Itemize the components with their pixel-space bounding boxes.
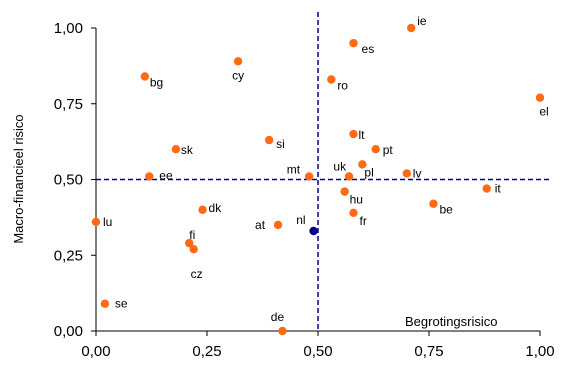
- x-axis-label: Begrotingsrisico: [405, 314, 498, 329]
- point-label-fr: fr: [360, 214, 367, 228]
- point-label-uk: uk: [333, 159, 347, 173]
- data-point-cz: [189, 244, 198, 254]
- data-point-mt: [304, 172, 314, 181]
- point-label-si: si: [276, 137, 285, 151]
- point-label-cy: cy: [232, 68, 244, 82]
- x-tick-label: 0,00: [81, 343, 110, 360]
- ticks: 0,00 0,25 0,50 0,75 1,00 0,00 0,25 0,50 0,75 1,00: [54, 20, 555, 360]
- data-point-fi: [185, 238, 194, 248]
- data-point-es: [349, 38, 358, 48]
- point-label-ee: ee: [159, 168, 173, 182]
- data-point-lu: [91, 217, 101, 227]
- data-point-de: [278, 326, 287, 336]
- data-point-lv: [402, 169, 411, 178]
- data-point-cy: [233, 57, 243, 66]
- data-point-hu: [340, 187, 349, 196]
- point-label-ie: ie: [417, 14, 427, 28]
- data-point-si: [264, 135, 274, 145]
- point-label-pl: pl: [364, 165, 373, 179]
- data-point-nl: [309, 226, 318, 236]
- point-labels: ie es cy bg ro el lt si pt sk pl uk mt lv ee it hu be dk fr…: [103, 14, 549, 324]
- data-point-at: [273, 220, 283, 230]
- point-label-cz: cz: [191, 267, 203, 281]
- data-point-ie: [407, 23, 416, 33]
- x-tick-label: 0,75: [414, 343, 443, 360]
- point-label-bg: bg: [150, 75, 163, 89]
- point-label-mt: mt: [287, 162, 301, 176]
- point-label-es: es: [362, 42, 375, 56]
- point-label-fi: fi: [189, 228, 195, 242]
- point-label-lt: lt: [359, 128, 366, 142]
- x-tick-label: 0,50: [303, 343, 332, 360]
- y-tick-label: 0,25: [54, 247, 83, 264]
- point-label-el: el: [539, 105, 548, 119]
- point-label-sk: sk: [181, 143, 194, 157]
- data-points: [91, 23, 545, 336]
- data-point-el: [535, 93, 545, 102]
- x-tick-label: 1,00: [525, 343, 554, 360]
- data-point-bg: [140, 72, 150, 81]
- data-point-ee: [145, 172, 154, 181]
- point-label-be: be: [439, 203, 453, 217]
- point-label-lv: lv: [413, 166, 422, 180]
- point-label-ro: ro: [337, 79, 348, 93]
- data-point-fr: [349, 208, 358, 218]
- data-point-uk: [344, 172, 354, 181]
- point-label-lu: lu: [103, 215, 112, 229]
- data-point-it: [482, 184, 491, 193]
- reference-lines: [96, 12, 550, 331]
- point-label-de: de: [271, 310, 285, 324]
- data-point-lt: [349, 129, 358, 139]
- x-tick-label: 0,25: [192, 343, 221, 360]
- point-label-at: at: [255, 218, 266, 232]
- data-point-ro: [327, 75, 336, 84]
- data-point-be: [429, 199, 438, 208]
- y-tick-label: 0,00: [54, 323, 83, 340]
- point-label-se: se: [115, 297, 128, 311]
- y-tick-label: 1,00: [54, 20, 83, 37]
- data-point-dk: [198, 205, 207, 214]
- y-axis-label: Macro-financieel risico: [11, 114, 26, 243]
- y-tick-label: 0,50: [54, 172, 83, 189]
- point-label-nl: nl: [296, 213, 305, 227]
- point-label-it: it: [495, 182, 502, 196]
- y-tick-label: 0,75: [54, 96, 83, 113]
- point-label-dk: dk: [209, 201, 223, 215]
- data-point-sk: [171, 145, 181, 154]
- point-label-pt: pt: [383, 143, 394, 157]
- point-label-hu: hu: [350, 193, 363, 207]
- data-point-pt: [371, 145, 380, 154]
- data-point-pl: [358, 160, 367, 169]
- data-point-se: [100, 299, 110, 308]
